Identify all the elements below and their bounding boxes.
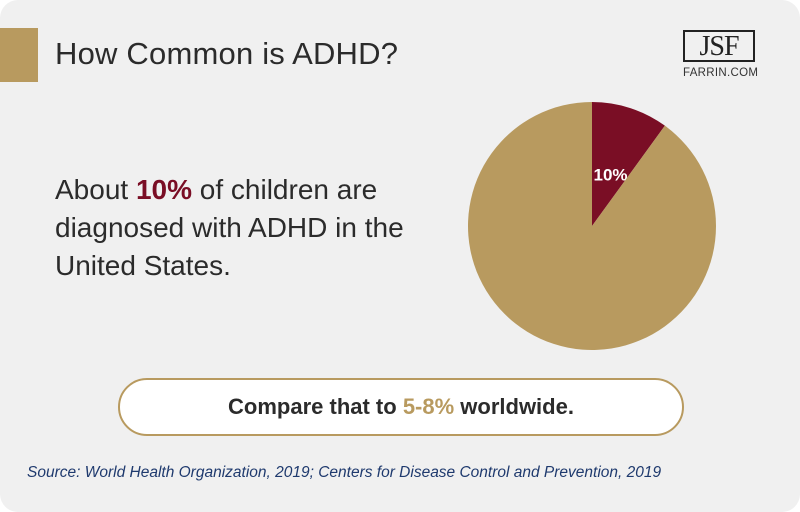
pie-chart: 10% — [468, 102, 716, 350]
description-highlight: 10% — [135, 174, 192, 205]
comparison-prefix: Compare that to — [228, 394, 403, 419]
pie-slice-0 — [592, 102, 665, 226]
source-citation: Source: World Health Organization, 2019;… — [27, 464, 662, 481]
description-prefix: About — [55, 174, 136, 205]
pie-slice-label-0: 10% — [594, 166, 628, 185]
logo-url: FARRIN.COM — [683, 67, 759, 79]
comparison-suffix: worldwide. — [454, 394, 574, 419]
jsf-logo: JSF FARRIN.COM — [683, 30, 759, 79]
description-suffix: of children are diagnosed with ADHD in t… — [55, 174, 404, 281]
logo-monogram: JSF — [683, 30, 755, 62]
description-text: About 10% of children are diagnosed with… — [55, 171, 475, 285]
page-title: How Common is ADHD? — [55, 36, 399, 71]
pie-slice-1 — [468, 102, 716, 350]
comparison-highlight: 5-8% — [402, 394, 455, 419]
title-accent-bar — [0, 28, 38, 82]
comparison-box: Compare that to 5-8% worldwide. — [118, 378, 684, 436]
